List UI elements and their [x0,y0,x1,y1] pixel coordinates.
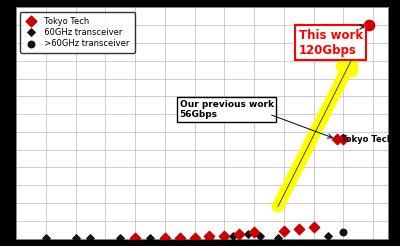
Point [162,236,168,240]
Point [191,236,198,240]
Point [72,236,79,240]
Point [275,236,281,240]
Point [176,236,183,240]
Point [117,236,123,240]
Point [176,236,183,240]
Point [147,236,153,240]
Point [42,236,49,240]
Point [206,234,213,238]
Point [251,231,257,234]
Text: Tokyo Tech: Tokyo Tech [341,135,393,143]
Legend:   Tokyo Tech,   60GHz transceiver,   >60GHz transceiver: Tokyo Tech, 60GHz transceiver, >60GHz tr… [20,12,135,53]
Point [221,234,228,238]
Point [132,236,138,240]
Text: This work
120Gbps: This work 120Gbps [299,29,363,57]
Point [245,232,251,236]
Point [334,137,341,141]
Point [87,236,94,240]
Point [230,234,236,238]
Text: Our previous work
56Gbps: Our previous work 56Gbps [180,100,274,119]
Point [281,229,287,232]
Point [257,234,263,238]
Point [221,234,228,238]
Point [296,227,302,231]
Point [310,225,317,229]
Point [366,23,372,27]
Point [325,234,332,238]
Point [340,231,346,234]
Point [191,236,198,240]
Point [236,232,242,236]
Point [340,137,346,141]
Point [206,236,213,240]
